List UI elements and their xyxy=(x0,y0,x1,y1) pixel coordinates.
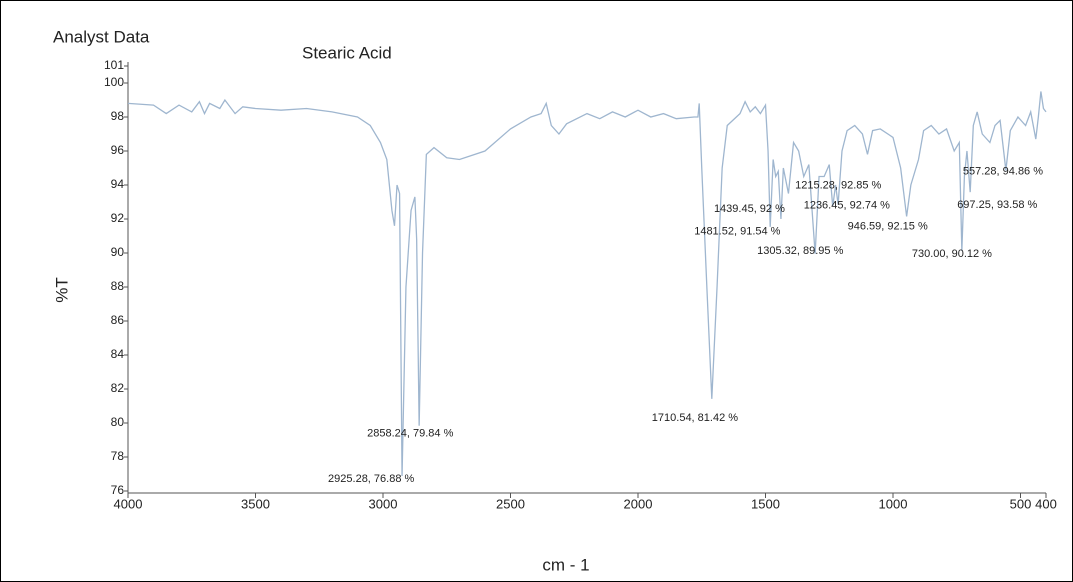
x-tick-label: 4000 xyxy=(114,496,143,511)
y-tick-label: 100 xyxy=(104,75,124,89)
peak-label: 1710.54, 81.42 % xyxy=(652,412,738,424)
x-tick-label: 3000 xyxy=(369,496,398,511)
x-tick-label: 2000 xyxy=(624,496,653,511)
x-tick-label: 1500 xyxy=(751,496,780,511)
peak-label: 1439.45, 92 % xyxy=(714,203,785,215)
y-tick-label: 96 xyxy=(111,143,125,157)
y-tick-label: 78 xyxy=(111,449,125,463)
peak-label: 2858.24, 79.84 % xyxy=(367,428,453,440)
spectrum-line xyxy=(127,91,1047,477)
y-axis-label: %T xyxy=(52,277,71,303)
y-tick-label: 82 xyxy=(111,381,125,395)
x-tick-label: 500 xyxy=(1010,496,1032,511)
x-axis-label: cm - 1 xyxy=(542,555,589,574)
peak-label: 1215.28, 92.85 % xyxy=(795,179,881,191)
peak-label: 730.00, 90.12 % xyxy=(912,248,992,260)
peak-label: 1481.52, 91.54 % xyxy=(694,226,780,238)
peak-label: 557.28, 94.86 % xyxy=(963,165,1043,177)
chart-subtitle: Stearic Acid xyxy=(302,43,392,62)
chart-title: Analyst Data xyxy=(53,27,150,46)
x-tick-label: 2500 xyxy=(496,496,525,511)
peak-label: 1236.45, 92.74 % xyxy=(804,199,890,211)
y-tick-label: 76 xyxy=(111,483,125,497)
y-tick-label: 101 xyxy=(104,58,124,72)
peak-label: 946.59, 92.15 % xyxy=(848,220,928,232)
peak-label: 697.25, 93.58 % xyxy=(957,199,1037,211)
x-tick-label: 1000 xyxy=(879,496,908,511)
y-tick-label: 92 xyxy=(111,211,125,225)
y-tick-label: 86 xyxy=(111,313,125,327)
y-tick-label: 90 xyxy=(111,245,125,259)
y-tick-label: 98 xyxy=(111,109,125,123)
y-tick-label: 94 xyxy=(111,177,125,191)
y-tick-label: 88 xyxy=(111,279,125,293)
x-tick-label: 3500 xyxy=(241,496,270,511)
peak-label: 2925.28, 76.88 % xyxy=(328,473,414,485)
y-tick-label: 84 xyxy=(111,347,125,361)
peak-label: 1305.32, 89.95 % xyxy=(757,245,843,257)
x-tick-label: 400 xyxy=(1035,496,1057,511)
y-tick-label: 80 xyxy=(111,415,125,429)
